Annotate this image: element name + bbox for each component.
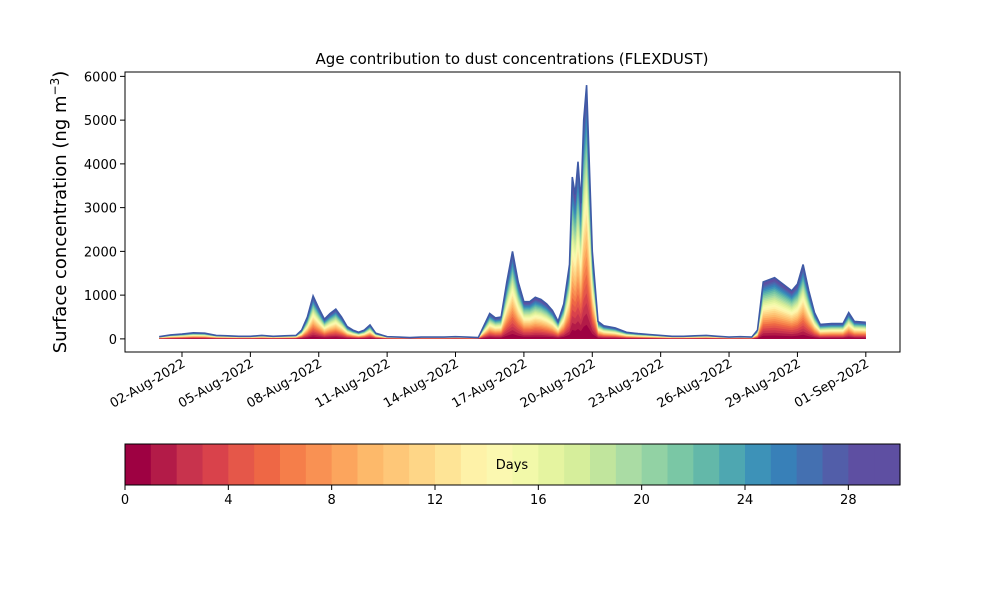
colorbar-bin bbox=[254, 444, 281, 485]
colorbar-bin bbox=[280, 444, 307, 485]
x-tick-label: 14-Aug-2022 bbox=[381, 356, 461, 411]
colorbar-bin bbox=[331, 444, 359, 485]
y-tick-label: 4000 bbox=[84, 158, 117, 173]
colorbar-bin bbox=[357, 444, 384, 485]
colorbar-bin bbox=[693, 444, 720, 485]
y-tick-label: 0 bbox=[109, 333, 117, 348]
colorbar-bin bbox=[150, 444, 178, 485]
colorbar-bin bbox=[874, 444, 901, 485]
colorbar-bin bbox=[202, 444, 229, 485]
x-tick-label: 17-Aug-2022 bbox=[450, 356, 530, 411]
colorbar-bin bbox=[745, 444, 772, 485]
colorbar-bin bbox=[228, 444, 255, 485]
colorbar-ticks: 0 4 8 12 16 20 24 28 bbox=[121, 485, 857, 508]
x-tick-label: 01-Sep-2022 bbox=[792, 356, 872, 411]
colorbar-bin bbox=[305, 444, 333, 485]
colorbar bbox=[125, 444, 901, 485]
x-tick-label: 29-Aug-2022 bbox=[723, 356, 803, 411]
colorbar-bin bbox=[848, 444, 875, 485]
colorbar-bin bbox=[383, 444, 410, 485]
colorbar-bin bbox=[590, 444, 617, 485]
colorbar-bin bbox=[435, 444, 462, 485]
y-axis-label: Surface concentration (ng m−3) bbox=[48, 71, 71, 354]
y-tick-label: 3000 bbox=[84, 202, 117, 217]
colorbar-bin bbox=[486, 444, 514, 485]
colorbar-tick-label: 0 bbox=[121, 493, 129, 508]
y-tick-label: 6000 bbox=[84, 70, 117, 85]
x-tick-label: 20-Aug-2022 bbox=[518, 356, 598, 411]
colorbar-bin bbox=[719, 444, 746, 485]
colorbar-tick-label: 16 bbox=[530, 493, 547, 508]
colorbar-bin bbox=[822, 444, 849, 485]
x-tick-label: 05-Aug-2022 bbox=[176, 356, 256, 411]
y-tick-label: 1000 bbox=[84, 289, 117, 304]
colorbar-bin bbox=[770, 444, 798, 485]
colorbar-bin bbox=[796, 444, 824, 485]
colorbar-tick-label: 24 bbox=[737, 493, 754, 508]
colorbar-label: Days bbox=[496, 458, 529, 473]
total-outline bbox=[159, 85, 866, 339]
x-tick-label: 11-Aug-2022 bbox=[313, 356, 393, 411]
colorbar-tick-label: 20 bbox=[633, 493, 650, 508]
chart-title: Age contribution to dust concentrations … bbox=[316, 50, 709, 68]
colorbar-bin bbox=[125, 444, 152, 485]
x-axis: 02-Aug-202205-Aug-202208-Aug-202211-Aug-… bbox=[108, 352, 872, 412]
colorbar-tick-label: 4 bbox=[224, 493, 232, 508]
colorbar-bin bbox=[641, 444, 669, 485]
colorbar-bin bbox=[409, 444, 436, 485]
colorbar-tick-label: 12 bbox=[427, 493, 444, 508]
colorbar-bin bbox=[176, 444, 204, 485]
colorbar-bin bbox=[615, 444, 643, 485]
area-layers bbox=[159, 85, 866, 339]
age-layer-0 bbox=[159, 324, 866, 339]
colorbar-frame bbox=[124, 443, 901, 486]
colorbar-tick-label: 28 bbox=[840, 493, 857, 508]
colorbar-bin bbox=[564, 444, 591, 485]
colorbar-tick-label: 8 bbox=[328, 493, 336, 508]
x-tick-label: 02-Aug-2022 bbox=[108, 356, 188, 411]
colorbar-bin bbox=[512, 444, 539, 485]
colorbar-bin bbox=[460, 444, 488, 485]
y-tick-label: 2000 bbox=[84, 245, 117, 260]
axes-frame bbox=[124, 71, 901, 353]
y-tick-label: 5000 bbox=[84, 114, 117, 129]
x-tick-label: 26-Aug-2022 bbox=[655, 356, 735, 411]
y-axis: 0 1000 2000 3000 4000 5000 6000 bbox=[84, 70, 125, 348]
x-tick-label: 23-Aug-2022 bbox=[586, 356, 666, 411]
colorbar-bin bbox=[667, 444, 694, 485]
x-tick-label: 08-Aug-2022 bbox=[244, 356, 324, 411]
colorbar-bin bbox=[538, 444, 565, 485]
